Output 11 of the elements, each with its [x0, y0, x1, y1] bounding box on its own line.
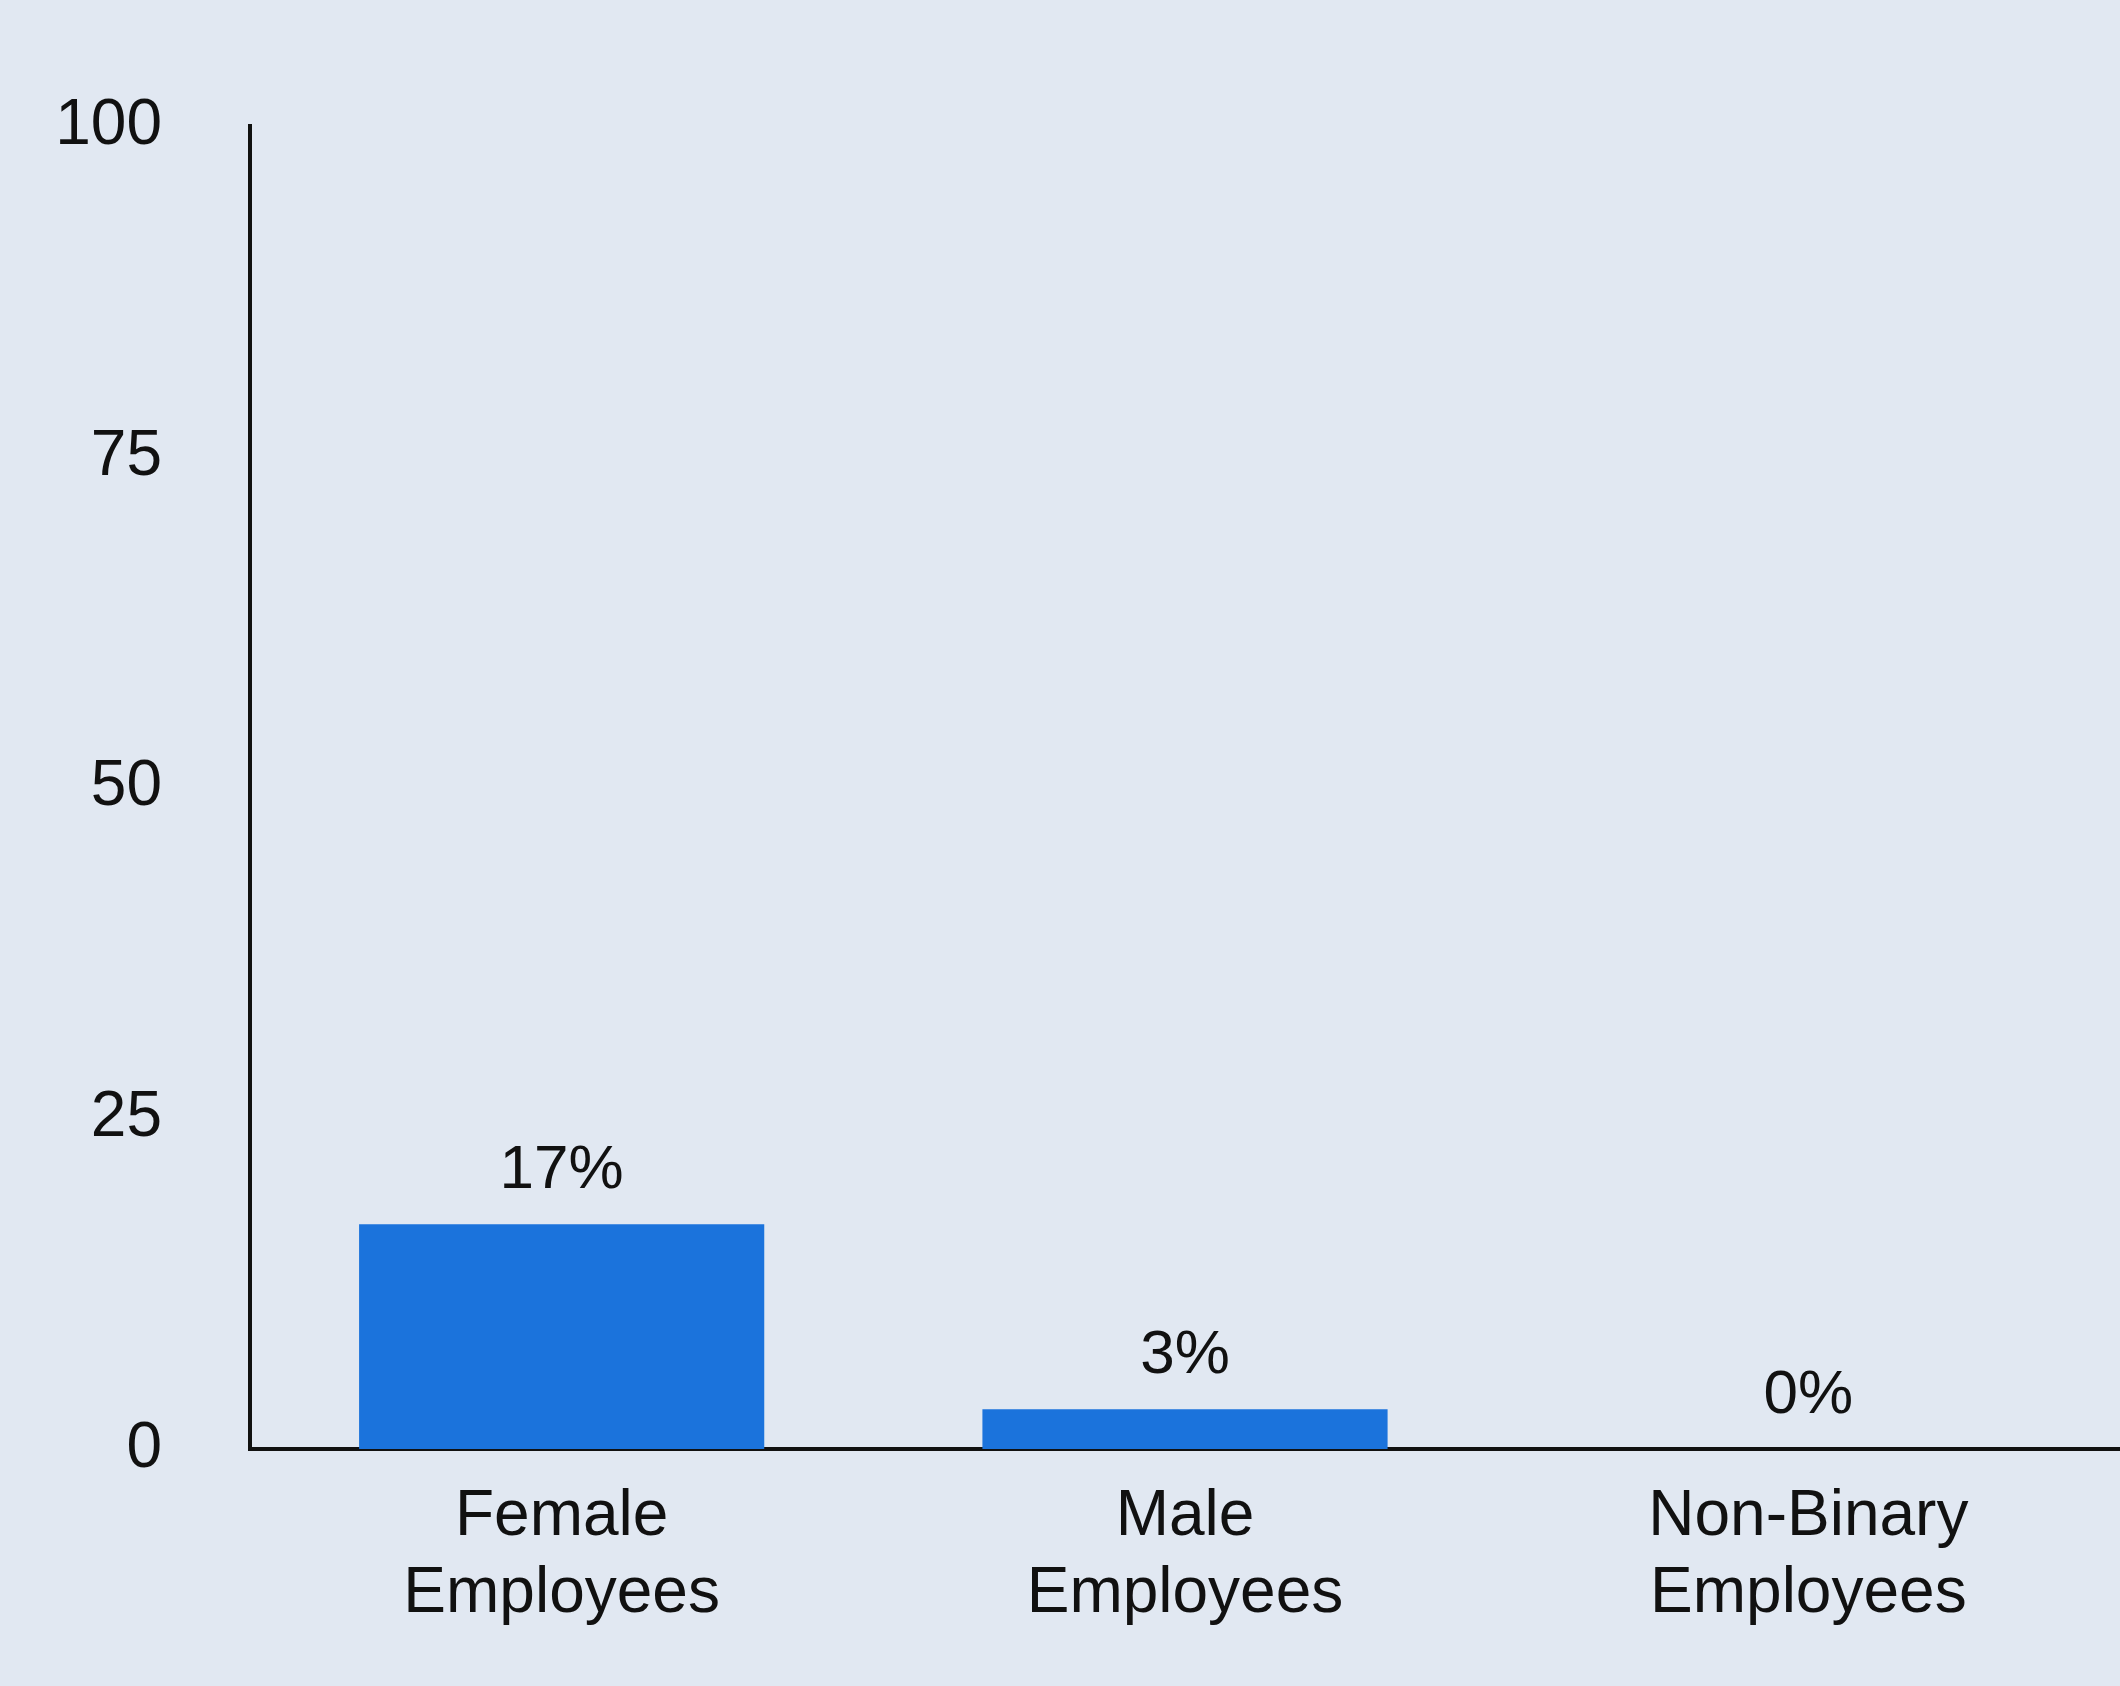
y-tick-label: 0 [126, 1408, 162, 1481]
x-tick-label: Non-Binary Employees [1648, 1477, 1969, 1626]
data-label: 17% [499, 1132, 624, 1202]
y-tick-label: 50 [90, 747, 162, 820]
y-tick-label: 25 [90, 1077, 162, 1150]
y-tick-label: 75 [90, 416, 162, 489]
y-tick-label: 100 [55, 86, 162, 159]
x-tick-label: Female Employees [403, 1477, 720, 1626]
x-tick-label: Male Employees [1026, 1477, 1344, 1626]
data-label: 3% [1140, 1317, 1230, 1387]
data-label: 0% [1763, 1357, 1854, 1427]
